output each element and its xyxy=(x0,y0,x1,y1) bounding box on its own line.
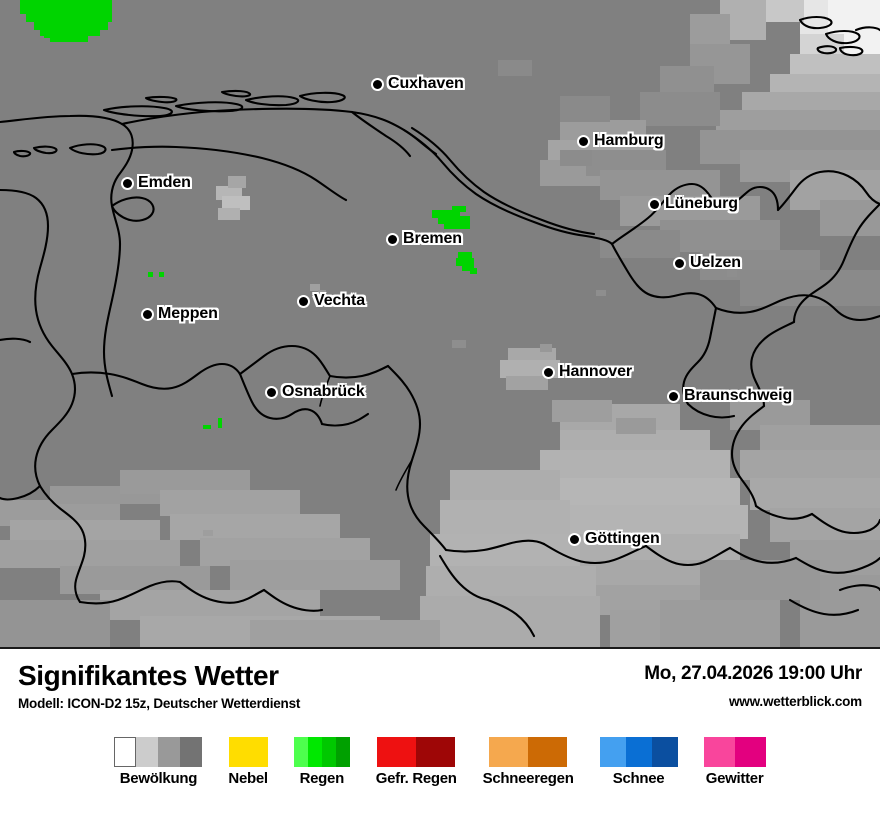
legend-label: Gefr. Regen xyxy=(375,770,457,788)
city-dot-icon xyxy=(299,296,308,306)
legend-swatch-segment xyxy=(321,737,336,768)
city-marker-meppen[interactable]: Meppen xyxy=(143,305,218,323)
city-label: Meppen xyxy=(158,305,218,322)
legend-item: Schneeregen xyxy=(483,737,574,786)
city-marker-vechta[interactable]: Vechta xyxy=(299,292,365,310)
legend-swatch xyxy=(377,737,456,768)
legend-item: Bewölkung xyxy=(114,737,203,788)
city-label: Vechta xyxy=(314,292,365,309)
legend-swatch-segment xyxy=(377,737,417,768)
city-marker-lueneburg[interactable]: Lüneburg xyxy=(650,195,738,213)
city-dot-icon xyxy=(669,391,678,401)
legend-swatch-segment xyxy=(528,737,568,768)
legend-swatch-segment xyxy=(228,737,268,768)
city-marker-cuxhaven[interactable]: Cuxhaven xyxy=(373,75,464,93)
legend-swatch-segment xyxy=(307,737,322,768)
city-dot-icon xyxy=(650,199,659,209)
legend-item: Nebel xyxy=(228,737,268,788)
cloud-cover-layer xyxy=(0,0,880,647)
weather-map[interactable]: Cuxhaven Hamburg Emden Lüneburg Bremen U… xyxy=(0,0,880,649)
legend-item: Regen xyxy=(293,737,350,788)
city-label: Braunschweig xyxy=(684,387,793,404)
valid-time-label: Mo, 27.04.2026 19:00 Uhr xyxy=(644,663,862,684)
borders-layer xyxy=(0,15,880,638)
city-label: Cuxhaven xyxy=(388,75,464,92)
footer-left-block: Signifikantes Wetter Modell: ICON-D2 15z… xyxy=(18,660,301,712)
map-canvas xyxy=(0,0,880,647)
city-marker-braunschweig[interactable]: Braunschweig xyxy=(669,387,792,405)
city-marker-hannover[interactable]: Hannover xyxy=(544,363,632,381)
legend-label: Schneeregen xyxy=(482,770,574,788)
legend: Bewölkung Nebel Regen Gefr. Regen Schneerege… xyxy=(0,737,880,786)
page-title: Signifikantes Wetter xyxy=(18,660,279,691)
legend-swatch-segment xyxy=(734,737,766,768)
footer-header-row: Signifikantes Wetter Modell: ICON-D2 15z… xyxy=(0,649,880,712)
city-dot-icon xyxy=(579,136,588,146)
city-marker-goettingen[interactable]: Göttingen xyxy=(570,530,660,548)
city-label: Lüneburg xyxy=(665,195,738,212)
legend-swatch-segment xyxy=(335,737,350,768)
city-marker-hamburg[interactable]: Hamburg xyxy=(579,132,664,150)
legend-swatch-segment xyxy=(180,737,203,768)
legend-item: Gefr. Regen xyxy=(376,737,457,786)
city-marker-osnabrueck[interactable]: Osnabrück xyxy=(267,383,365,401)
city-label: Hamburg xyxy=(594,132,664,149)
city-label: Bremen xyxy=(403,230,462,247)
city-marker-bremen[interactable]: Bremen xyxy=(388,230,462,248)
legend-swatch-segment xyxy=(114,737,137,768)
legend-swatch-segment xyxy=(136,737,159,768)
legend-swatch-segment xyxy=(416,737,456,768)
legend-label: Bewölkung xyxy=(119,770,198,788)
legend-label: Nebel xyxy=(228,770,268,788)
legend-swatch-segment xyxy=(703,737,735,768)
city-dot-icon xyxy=(544,367,553,377)
legend-swatch xyxy=(489,737,568,768)
footer-right-block: Mo, 27.04.2026 19:00 Uhr www.wetterblick… xyxy=(644,661,862,709)
city-label: Osnabrück xyxy=(282,383,365,400)
city-label: Hannover xyxy=(559,363,632,380)
city-marker-uelzen[interactable]: Uelzen xyxy=(675,254,741,272)
city-dot-icon xyxy=(570,534,579,544)
legend-swatch xyxy=(599,737,678,768)
legend-swatch xyxy=(228,737,268,768)
city-dot-icon xyxy=(388,234,397,244)
city-dot-icon xyxy=(123,178,132,188)
footer-panel: Signifikantes Wetter Modell: ICON-D2 15z… xyxy=(0,649,880,830)
legend-label: Schnee xyxy=(612,770,665,788)
legend-swatch-segment xyxy=(158,737,181,768)
legend-swatch xyxy=(703,737,766,768)
legend-swatch-segment xyxy=(599,737,626,768)
legend-swatch-segment xyxy=(625,737,652,768)
city-label: Emden xyxy=(138,174,191,191)
city-marker-emden[interactable]: Emden xyxy=(123,174,191,192)
legend-label: Gewitter xyxy=(705,770,764,788)
legend-swatch-segment xyxy=(293,737,308,768)
legend-swatch-segment xyxy=(651,737,678,768)
legend-item: Gewitter xyxy=(703,737,766,788)
legend-item: Schnee xyxy=(599,737,678,788)
city-label: Uelzen xyxy=(690,254,741,271)
model-subtitle: Modell: ICON-D2 15z, Deutscher Wetterdie… xyxy=(18,696,301,712)
legend-label: Regen xyxy=(299,770,345,788)
legend-swatch xyxy=(114,737,203,768)
city-dot-icon xyxy=(675,258,684,268)
city-dot-icon xyxy=(143,309,152,319)
site-url-label: www.wetterblick.com xyxy=(729,694,862,709)
legend-swatch xyxy=(293,737,350,768)
city-label: Göttingen xyxy=(585,530,660,547)
legend-swatch-segment xyxy=(489,737,529,768)
city-dot-icon xyxy=(267,387,276,397)
precipitation-layer xyxy=(20,0,477,429)
city-dot-icon xyxy=(373,79,382,89)
